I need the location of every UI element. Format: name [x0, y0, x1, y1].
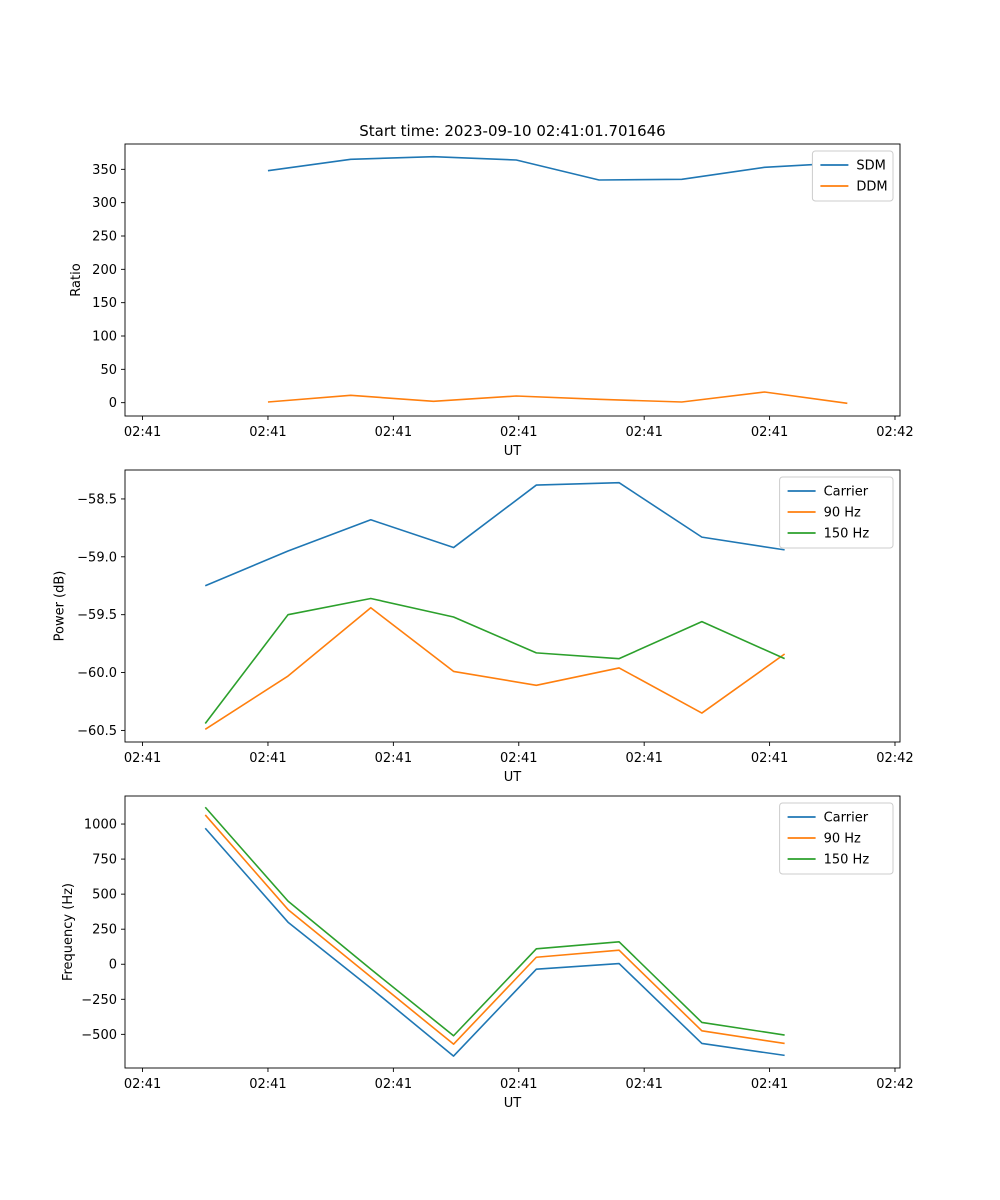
x-tick-label: 02:41 [500, 751, 537, 766]
y-tick-label: −60.0 [77, 666, 117, 681]
x-tick-label: 02:41 [625, 425, 662, 440]
y-tick-label: −250 [81, 993, 117, 1008]
legend-label-sdm: SDM [856, 159, 885, 174]
y-tick-label: 350 [92, 163, 117, 178]
y-tick-label: 50 [100, 363, 117, 378]
x-axis-label: UT [504, 444, 522, 459]
chart-title: Start time: 2023-09-10 02:41:01.701646 [359, 122, 665, 140]
y-tick-label: 750 [92, 853, 117, 868]
y-tick-label: 250 [92, 230, 117, 245]
series-line-carrier [204, 481, 785, 587]
x-tick-label: 02:42 [876, 425, 913, 440]
series-line-90-hz [204, 814, 785, 1045]
legend: Carrier 90 Hz 150 Hz [779, 476, 894, 549]
legend-label-90-hz: 90 Hz [824, 832, 861, 847]
y-tick-label: 200 [92, 263, 117, 278]
y-tick-label: −60.5 [77, 724, 117, 739]
x-tick-label: 02:41 [751, 751, 788, 766]
y-tick-label: 500 [92, 888, 117, 903]
y-tick-label: 0 [109, 958, 117, 973]
y-tick-label: 150 [92, 296, 117, 311]
x-tick-label: 02:41 [500, 1077, 537, 1092]
legend: SDM DDM [811, 150, 894, 202]
series-line-150-hz [204, 806, 785, 1037]
x-tick-label: 02:41 [249, 425, 286, 440]
y-tick-label: 1000 [84, 818, 117, 833]
x-tick-label: 02:41 [625, 751, 662, 766]
x-tick-label: 02:41 [124, 751, 161, 766]
x-tick-label: 02:41 [625, 1077, 662, 1092]
panels: 02:41 02:41 02:41 02:41 02:41 02:41 02:42 0 50 10… [53, 143, 914, 1111]
legend-label-90-hz: 90 Hz [824, 506, 861, 521]
y-tick-label: −58.5 [77, 492, 117, 507]
legend-label-carrier: Carrier [824, 485, 869, 500]
x-tick-label: 02:41 [124, 1077, 161, 1092]
chart-panel-1: 02:41 02:41 02:41 02:41 02:41 02:41 02:42 0 50 10… [69, 143, 914, 459]
chart-panel-3: 02:41 02:41 02:41 02:41 02:41 02:41 02:42 −500 −… [61, 795, 914, 1111]
y-tick-label: −59.5 [77, 608, 117, 623]
x-tick-label: 02:41 [249, 751, 286, 766]
x-tick-label: 02:41 [375, 425, 412, 440]
x-tick-label: 02:41 [751, 1077, 788, 1092]
legend-box [779, 476, 894, 549]
series-line-150-hz [204, 597, 785, 724]
x-tick-label: 02:41 [500, 425, 537, 440]
legend-box [811, 150, 894, 202]
legend-label-150-hz: 150 Hz [824, 853, 870, 868]
series-line-sdm [267, 155, 848, 181]
x-tick-label: 02:41 [375, 751, 412, 766]
series-line-carrier [204, 827, 785, 1057]
y-axis-label: Ratio [69, 263, 84, 296]
legend-label-150-hz: 150 Hz [824, 527, 870, 542]
y-axis-label: Frequency (Hz) [61, 883, 76, 981]
y-tick-label: 100 [92, 330, 117, 345]
x-tick-label: 02:41 [124, 425, 161, 440]
y-tick-label: 300 [92, 196, 117, 211]
x-tick-label: 02:42 [876, 1077, 913, 1092]
y-tick-label: −59.0 [77, 550, 117, 565]
chart-panel-2: 02:41 02:41 02:41 02:41 02:41 02:41 02:42 −60.5… [53, 469, 914, 785]
legend-label-carrier: Carrier [824, 811, 869, 826]
axes-frame [124, 143, 901, 417]
x-tick-label: 02:41 [249, 1077, 286, 1092]
axes-frame [124, 469, 901, 743]
y-tick-label: 250 [92, 923, 117, 938]
x-tick-label: 02:41 [751, 425, 788, 440]
series-line-90-hz [204, 606, 786, 730]
legend: Carrier 90 Hz 150 Hz [779, 802, 894, 875]
x-axis-label: UT [504, 1096, 522, 1111]
series-line-ddm [267, 391, 848, 405]
x-tick-label: 02:41 [375, 1077, 412, 1092]
axes-frame [124, 795, 901, 1069]
y-tick-label: −500 [81, 1028, 117, 1043]
y-tick-label: 0 [109, 396, 117, 411]
legend-label-ddm: DDM [856, 180, 887, 195]
y-axis-label: Power (dB) [53, 571, 68, 642]
x-tick-label: 02:42 [876, 751, 913, 766]
legend-box [779, 802, 894, 875]
x-axis-label: UT [504, 770, 522, 785]
